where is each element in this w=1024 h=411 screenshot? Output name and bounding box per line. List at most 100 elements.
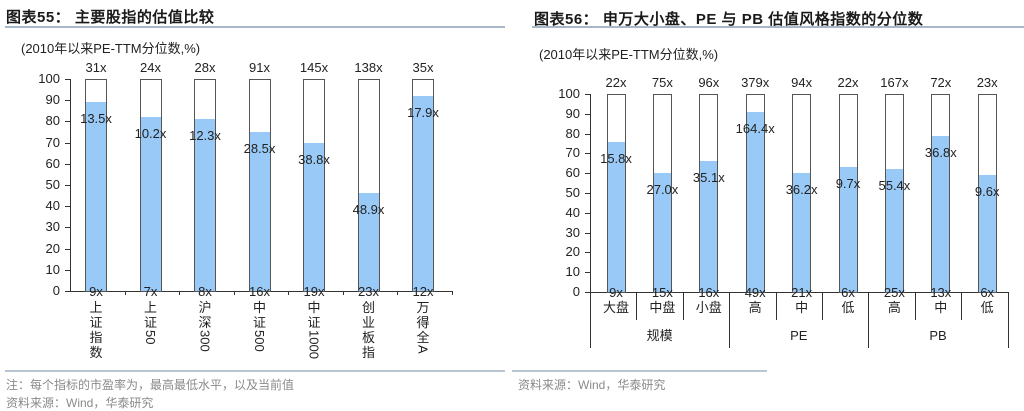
y-tick-label: 100: [558, 86, 580, 101]
min-pe-label: 12x: [412, 284, 434, 299]
max-pe-label: 94x: [791, 75, 813, 90]
min-pe-label: 49x: [744, 285, 766, 300]
category-separator: [914, 292, 916, 320]
max-pe-label: 96x: [698, 75, 720, 90]
x-category-label: 低: [841, 300, 855, 315]
max-pe-label: 167x: [880, 75, 909, 90]
x-category-label: 中: [934, 300, 948, 315]
max-pe-label: 379x: [741, 75, 770, 90]
left-chart-panel: 图表55： 主要股指的估值比较 (2010年以来PE-TTM分位数,%) 0 10…: [0, 0, 512, 410]
max-pe-label: 75x: [651, 75, 673, 90]
x-group-label: PB: [929, 328, 947, 343]
max-pe-label: 145x: [299, 60, 329, 75]
y-tick-label: 60: [45, 155, 60, 171]
current-pe-label: 36.2x: [785, 182, 818, 198]
max-pe-label: 24x: [140, 60, 161, 75]
left-source: 资料来源：Wind，华泰研究: [6, 396, 154, 410]
bar-fill: [413, 95, 433, 291]
category-separator: [682, 292, 684, 320]
group-separator: [1007, 292, 1009, 348]
current-pe-label: 48.9x: [352, 202, 385, 218]
bar-fill: [839, 167, 857, 292]
y-tick-label: 100: [38, 71, 60, 86]
bar: [745, 94, 765, 293]
bar-fill: [978, 175, 996, 292]
max-pe-label: 22x: [837, 75, 859, 90]
right-footer-rule: [512, 370, 767, 372]
current-pe-label: 38.8x: [298, 151, 330, 167]
y-tick: [65, 291, 70, 292]
current-pe-label: 28.5x: [243, 141, 276, 156]
y-tick: [585, 153, 590, 155]
x-category-label: 中: [795, 300, 809, 315]
x-group-label: PE: [790, 328, 808, 343]
current-pe-label: 35.1x: [692, 170, 725, 186]
bar-fill: [746, 111, 764, 292]
bar-fill: [249, 132, 270, 291]
x-category-label: 大盘: [602, 300, 629, 315]
x-category-label: 中盘: [649, 300, 676, 315]
category-separator: [775, 292, 777, 320]
bar: [699, 94, 719, 293]
y-tick-label: 0: [52, 283, 60, 298]
bar: [248, 79, 271, 292]
bar: [139, 79, 162, 292]
bar: [85, 79, 107, 292]
left-footer-rule: [5, 370, 505, 372]
x-category-label: 上证 50: [143, 300, 158, 345]
y-axis: [70, 79, 71, 291]
x-tick: [179, 291, 180, 295]
min-pe-label: 8x: [198, 284, 212, 299]
y-tick-label: 10: [45, 261, 60, 277]
max-pe-label: 31x: [85, 60, 107, 75]
y-tick-label: 30: [45, 219, 60, 235]
y-tick-label: 30: [565, 224, 580, 240]
bar: [884, 94, 904, 293]
bar: [652, 94, 672, 293]
y-tick: [65, 121, 70, 123]
min-pe-label: 23x: [358, 284, 379, 299]
bar-fill: [793, 173, 811, 292]
right-chart-panel: 图表56： 申万大小盘、PE 与 PB 估值风格指数的分位数 (2010年以来P…: [512, 0, 1024, 410]
bar: [357, 79, 380, 292]
y-tick: [585, 292, 590, 293]
y-tick: [65, 248, 70, 250]
bar-fill: [932, 135, 950, 292]
min-pe-label: 9x: [89, 284, 103, 299]
y-tick: [585, 193, 590, 194]
current-pe-label: 9.6x: [974, 184, 1000, 200]
y-tick-label: 90: [45, 92, 60, 108]
y-tick-label: 80: [45, 113, 60, 129]
left-chart-title: 图表55： 主要股指的估值比较: [6, 9, 215, 26]
current-pe-label: 15.8x: [600, 150, 632, 166]
min-pe-label: 25x: [883, 285, 905, 300]
group-separator: [729, 292, 731, 348]
y-tick-label: 60: [565, 165, 580, 181]
y-tick: [65, 79, 70, 80]
x-tick: [451, 291, 453, 295]
max-pe-label: 72x: [930, 75, 952, 90]
x-category-label: 中证 500: [252, 300, 267, 352]
bar-fill: [195, 119, 215, 291]
x-category-label: 沪深 300: [197, 300, 213, 352]
y-tick: [585, 113, 590, 115]
min-pe-label: 9x: [609, 285, 623, 300]
max-pe-label: 23x: [976, 75, 998, 90]
bar: [931, 94, 951, 293]
current-pe-label: 10.2x: [134, 126, 167, 142]
x-category-label: 创业板指: [361, 300, 375, 360]
bar-fill: [607, 141, 625, 292]
x-group-label: 规模: [646, 328, 673, 343]
y-tick: [65, 142, 70, 144]
bar: [412, 79, 434, 292]
y-tick: [585, 232, 590, 234]
y-tick: [65, 206, 70, 208]
max-pe-label: 28x: [194, 60, 216, 75]
min-pe-label: 7x: [143, 284, 158, 299]
y-tick-label: 50: [565, 185, 580, 200]
y-tick-label: 90: [565, 105, 580, 121]
bar-fill: [358, 193, 379, 291]
bar-fill: [86, 102, 106, 291]
max-pe-label: 35x: [412, 60, 434, 75]
